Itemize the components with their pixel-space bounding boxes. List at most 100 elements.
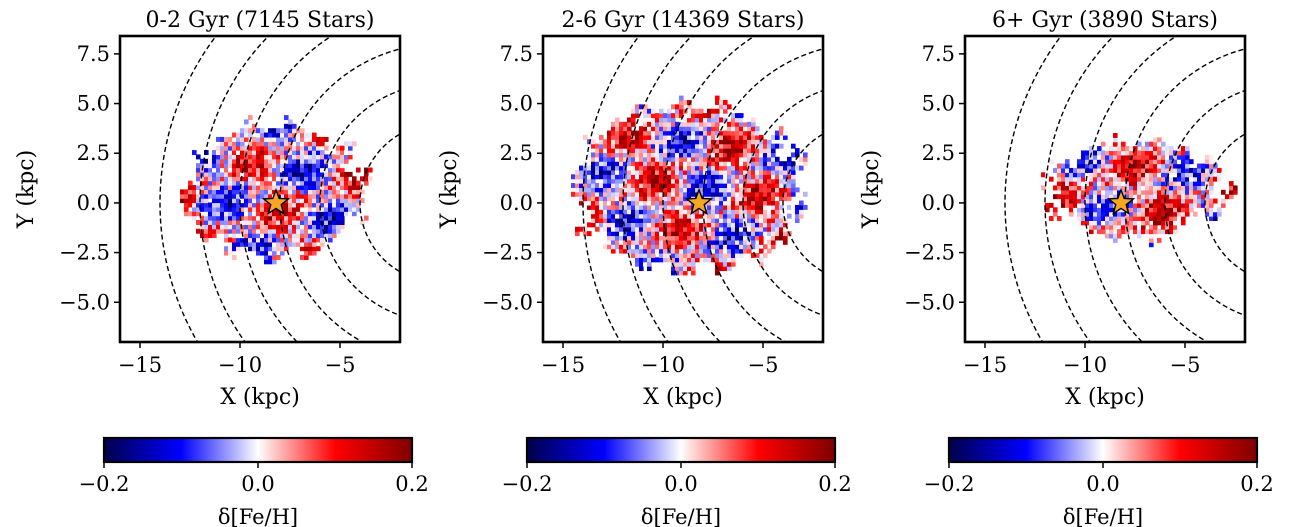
colorbar-gradient xyxy=(102,436,414,464)
heatmap-cell xyxy=(711,165,716,171)
heatmap-cell xyxy=(216,224,221,230)
heatmap-cell xyxy=(188,202,193,208)
heatmap-cell xyxy=(1149,224,1154,230)
heatmap-cell xyxy=(284,136,289,142)
heatmap-cell xyxy=(236,206,241,212)
heatmap-cell xyxy=(1053,167,1058,173)
heatmap-cell xyxy=(1125,146,1130,152)
heatmap-cell xyxy=(1185,207,1190,213)
heatmap-cell xyxy=(336,189,341,195)
heatmap-cell xyxy=(603,148,608,154)
heatmap-cell xyxy=(739,134,744,140)
heatmap-cell xyxy=(1073,172,1078,178)
heatmap-cell xyxy=(1165,154,1170,160)
heatmap-cell xyxy=(332,189,337,195)
heatmap-cell xyxy=(228,198,233,204)
heatmap-cell xyxy=(615,156,620,162)
heatmap-cell xyxy=(1173,216,1178,221)
heatmap-cell xyxy=(1093,207,1098,213)
heatmap-cell xyxy=(771,196,776,202)
heatmap-cell xyxy=(256,228,261,234)
heatmap-cell xyxy=(755,244,760,250)
heatmap-cell xyxy=(324,202,329,208)
heatmap-cell xyxy=(599,183,604,189)
heatmap-cell xyxy=(240,136,245,142)
heatmap-cell xyxy=(200,198,205,204)
heatmap-cell xyxy=(264,233,269,239)
heatmap-cell xyxy=(260,136,265,142)
heatmap-cell xyxy=(699,165,704,171)
heatmap-cell xyxy=(607,204,612,210)
heatmap-cell xyxy=(755,187,760,193)
heatmap-cell xyxy=(735,126,740,132)
heatmap-cell xyxy=(1145,211,1150,217)
radius-ring xyxy=(239,36,333,342)
heatmap-cell xyxy=(631,183,636,189)
heatmap-cell xyxy=(715,196,720,202)
heatmap-cell xyxy=(767,139,772,145)
heatmap-cell xyxy=(579,174,584,180)
heatmap-cell xyxy=(683,139,688,145)
heatmap-cell xyxy=(1137,220,1142,226)
heatmap-cell xyxy=(755,213,760,219)
heatmap-cell xyxy=(284,128,289,134)
heatmap-cell xyxy=(687,213,692,219)
heatmap-cell xyxy=(623,183,628,189)
heatmap-cell xyxy=(300,233,305,239)
heatmap-cell xyxy=(1101,181,1106,187)
heatmap-cell xyxy=(759,239,764,245)
heatmap-cell xyxy=(1117,167,1122,173)
heatmap-cell xyxy=(244,176,249,182)
heatmap-cell xyxy=(691,130,696,136)
heatmap-cell xyxy=(1221,172,1226,178)
heatmap-cell xyxy=(1113,211,1118,217)
heatmap-cell xyxy=(715,270,720,276)
heatmap-cell xyxy=(583,174,588,180)
heatmap-cell xyxy=(643,121,648,127)
heatmap-cell xyxy=(715,239,720,245)
heatmap-cell xyxy=(244,158,249,164)
heatmap-cell xyxy=(747,165,752,171)
heatmap-cell xyxy=(252,215,257,221)
heatmap-cell xyxy=(1181,176,1186,182)
heatmap-cell xyxy=(679,266,684,272)
heatmap-cell xyxy=(755,200,760,206)
heatmap-cell xyxy=(228,180,233,186)
heatmap-cell xyxy=(1209,176,1214,182)
heatmap-cell xyxy=(703,239,708,245)
heatmap-cell xyxy=(268,189,273,195)
heatmap-cell xyxy=(328,224,333,230)
heatmap-cell xyxy=(1165,224,1170,230)
heatmap-cell xyxy=(224,167,229,173)
heatmap-cell xyxy=(631,148,636,154)
heatmap-cell xyxy=(200,158,205,164)
heatmap-cell xyxy=(747,213,752,219)
heatmap-cell xyxy=(667,252,672,258)
heatmap-cell xyxy=(659,161,664,167)
heatmap-cell xyxy=(635,231,640,237)
heatmap-cell xyxy=(699,148,704,154)
heatmap-cell xyxy=(759,261,764,267)
heatmap-cell xyxy=(631,209,636,215)
heatmap-cell xyxy=(715,204,720,210)
heatmap-cell xyxy=(627,222,632,228)
heatmap-cell xyxy=(1113,141,1118,147)
heatmap-cell xyxy=(304,211,309,217)
heatmap-cell xyxy=(1161,167,1166,173)
heatmap-cell xyxy=(340,193,345,199)
heatmap-cell xyxy=(695,121,700,127)
heatmap-cell xyxy=(619,174,624,180)
heatmap-cell xyxy=(691,143,696,149)
heatmap-cell xyxy=(663,183,668,189)
heatmap-cell xyxy=(655,200,660,206)
heatmap-cell xyxy=(735,231,740,237)
heatmap-cell xyxy=(1197,172,1202,178)
heatmap-cell xyxy=(711,235,716,241)
heatmap-cell xyxy=(743,187,748,193)
heatmap-cell xyxy=(723,231,728,237)
heatmap-cell xyxy=(691,261,696,267)
heatmap-cell xyxy=(727,143,732,149)
heatmap-cell xyxy=(332,154,337,160)
heatmap-cell xyxy=(715,261,720,267)
heatmap-cell xyxy=(1069,167,1074,173)
